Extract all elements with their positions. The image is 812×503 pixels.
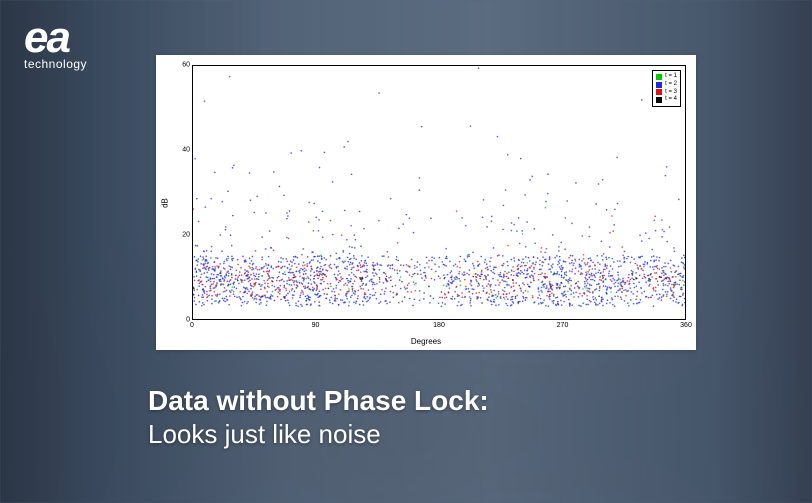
- legend-swatch: [656, 74, 662, 80]
- y-tick: 60: [176, 62, 190, 69]
- caption: Data without Phase Lock: Looks just like…: [148, 385, 489, 450]
- legend-label: t = 1: [665, 73, 677, 81]
- y-tick: 20: [176, 232, 190, 239]
- legend-item: t = 1: [656, 73, 677, 81]
- x-tick: 270: [557, 322, 569, 329]
- legend-item: t = 2: [656, 81, 677, 89]
- brand-logo: ea technology: [24, 20, 87, 71]
- y-axis-label: dB: [160, 198, 169, 208]
- x-tick: 90: [312, 322, 320, 329]
- legend-swatch: [656, 82, 662, 88]
- logo-mark: ea: [24, 20, 87, 55]
- chart-card: t = 1t = 2t = 3t = 4 dB Degrees 0 90 180 27…: [156, 55, 696, 350]
- legend-item: t = 4: [656, 96, 677, 104]
- plot-area: t = 1t = 2t = 3t = 4: [192, 65, 686, 320]
- caption-line-1: Data without Phase Lock:: [148, 385, 489, 417]
- x-axis-label: Degrees: [411, 337, 441, 346]
- legend-label: t = 4: [665, 96, 677, 104]
- logo-letter-a: a: [46, 20, 68, 55]
- chart-legend: t = 1t = 2t = 3t = 4: [652, 70, 681, 107]
- x-tick: 0: [190, 322, 194, 329]
- x-tick: 360: [680, 322, 692, 329]
- x-tick: 180: [433, 322, 445, 329]
- y-ticks: 0204060: [176, 65, 190, 320]
- y-tick: 40: [176, 147, 190, 154]
- y-tick: 0: [176, 317, 190, 324]
- legend-swatch: [656, 97, 662, 103]
- caption-line-2: Looks just like noise: [148, 419, 489, 450]
- logo-letter-e: e: [24, 20, 46, 55]
- legend-item: t = 3: [656, 89, 677, 97]
- legend-swatch: [656, 89, 662, 95]
- legend-label: t = 3: [665, 89, 677, 97]
- x-ticks: 090180270360: [192, 322, 686, 334]
- legend-label: t = 2: [665, 81, 677, 89]
- scatter-canvas: [193, 66, 685, 319]
